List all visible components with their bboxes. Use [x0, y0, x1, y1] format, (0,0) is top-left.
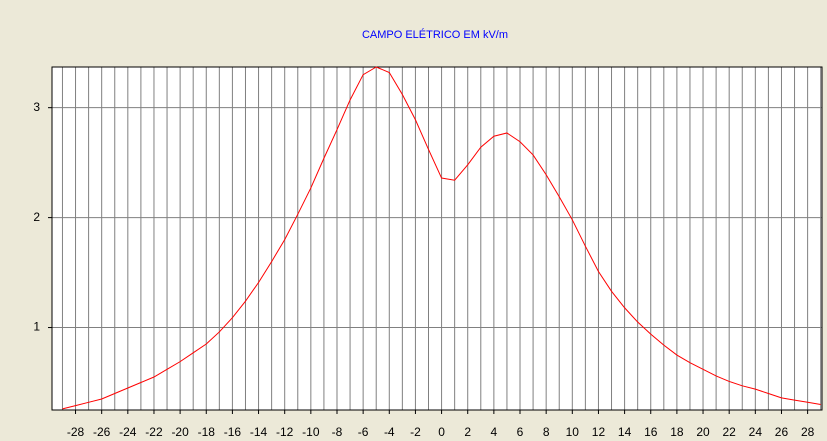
x-tick-label: -28 [67, 425, 85, 439]
y-tick-label: 2 [33, 210, 40, 224]
data-line [62, 66, 821, 410]
x-tick-label: -16 [224, 425, 242, 439]
x-tick-label: 22 [723, 425, 737, 439]
y-tick-label: 1 [33, 320, 40, 334]
x-tick-label: 26 [775, 425, 789, 439]
x-tick-label: -20 [171, 425, 189, 439]
chart-title: CAMPO ELÉTRICO EM kV/m [362, 28, 508, 41]
x-tick-label: -24 [119, 425, 137, 439]
x-tick-label: 16 [644, 425, 658, 439]
x-tick-label: 24 [749, 425, 763, 439]
plot-border [51, 66, 823, 411]
x-tick-label: 28 [801, 425, 815, 439]
x-tick-label: 12 [592, 425, 606, 439]
x-tick-label: 4 [491, 425, 498, 439]
x-tick-label: 18 [670, 425, 684, 439]
x-tick-label: -18 [198, 425, 216, 439]
x-tick-label: -22 [145, 425, 163, 439]
x-tick-label: -4 [384, 425, 395, 439]
x-tick-label: -26 [93, 425, 111, 439]
x-tick-label: -2 [410, 425, 421, 439]
x-tick-label: 0 [438, 425, 445, 439]
y-tick-label: 3 [33, 100, 40, 114]
x-tick-label: 6 [517, 425, 524, 439]
x-tick-label: -10 [302, 425, 320, 439]
x-tick-label: -14 [250, 425, 268, 439]
x-tick-label: 14 [618, 425, 632, 439]
x-tick-label: -12 [276, 425, 294, 439]
x-tick-label: 2 [464, 425, 471, 439]
x-tick-label: -6 [358, 425, 369, 439]
x-tick-label: 10 [566, 425, 580, 439]
x-tick-label: 8 [543, 425, 550, 439]
x-tick-label: 20 [696, 425, 710, 439]
x-tick-label: -8 [332, 425, 343, 439]
